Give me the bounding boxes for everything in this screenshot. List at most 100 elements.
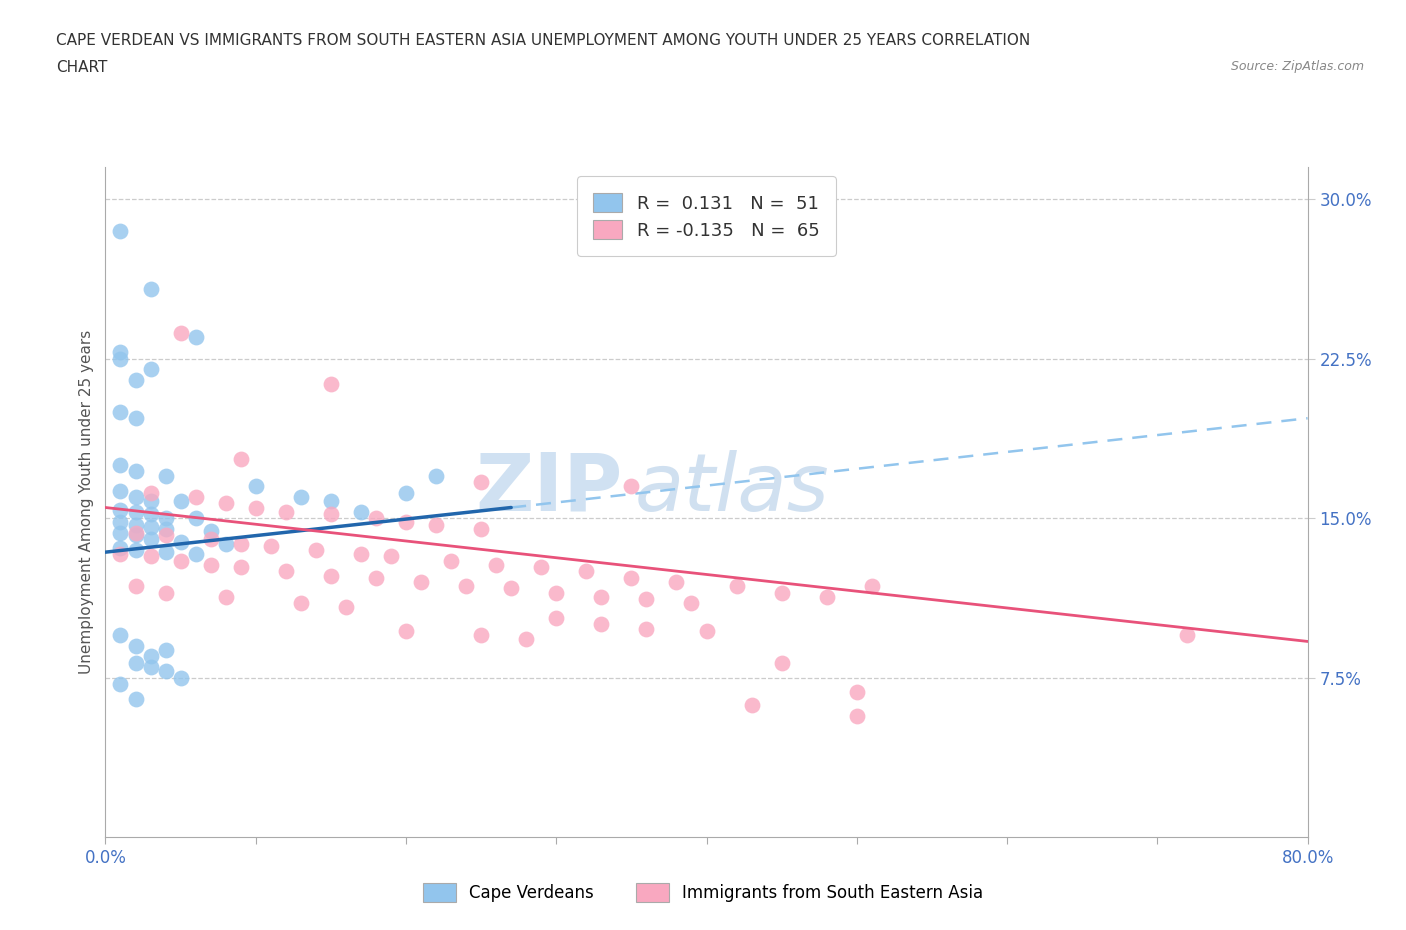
Point [124,656,146,671]
Point [485,557,508,572]
Point [395,515,418,530]
Point [770,585,793,600]
Point [139,281,162,296]
Point [845,709,868,724]
Point [155,527,177,542]
Point [110,224,132,239]
Point [110,458,132,472]
Point [200,532,222,547]
Point [260,538,283,553]
Point [305,542,328,557]
Point [245,479,267,494]
Point [530,560,553,575]
Point [319,494,342,509]
Text: Source: ZipAtlas.com: Source: ZipAtlas.com [1230,60,1364,73]
Point [124,411,146,426]
Point [319,377,342,392]
Point [184,547,207,562]
Point [546,611,568,626]
Point [501,581,523,596]
Point [124,373,146,388]
Point [124,578,146,593]
Point [155,511,177,525]
Point [770,656,793,671]
Point [1175,628,1198,643]
Point [470,522,492,537]
Legend: R =  0.131   N =  51, R = -0.135   N =  65: R = 0.131 N = 51, R = -0.135 N = 65 [578,177,835,256]
Text: CHART: CHART [56,60,108,75]
Point [110,628,132,643]
Point [319,568,342,583]
Point [124,525,146,540]
Point [229,451,252,466]
Point [214,537,236,551]
Point [425,468,447,483]
Point [546,585,568,600]
Point [110,547,132,562]
Point [395,485,418,500]
Point [214,590,236,604]
Point [741,698,763,712]
Point [155,468,177,483]
Point [636,621,658,636]
Point [470,628,492,643]
Point [845,685,868,700]
Point [214,496,236,511]
Point [124,464,146,479]
Point [169,534,191,549]
Point [155,643,177,658]
Point [110,515,132,530]
Point [319,507,342,522]
Point [155,585,177,600]
Point [591,617,613,631]
Point [124,542,146,557]
Point [665,575,688,590]
Point [124,504,146,519]
Point [364,511,387,525]
Y-axis label: Unemployment Among Youth under 25 years: Unemployment Among Youth under 25 years [79,330,94,674]
Point [200,524,222,538]
Point [229,537,252,551]
Point [139,485,162,500]
Point [364,570,387,585]
Point [409,575,432,590]
Point [139,659,162,674]
Point [124,489,146,504]
Point [725,578,748,593]
Point [200,557,222,572]
Point [139,549,162,564]
Point [110,502,132,517]
Point [110,352,132,366]
Point [380,549,402,564]
Point [274,564,297,578]
Text: atlas: atlas [634,450,830,528]
Text: CAPE VERDEAN VS IMMIGRANTS FROM SOUTH EASTERN ASIA UNEMPLOYMENT AMONG YOUTH UNDE: CAPE VERDEAN VS IMMIGRANTS FROM SOUTH EA… [56,33,1031,47]
Point [335,600,357,615]
Point [110,345,132,360]
Point [110,525,132,540]
Legend: Cape Verdeans, Immigrants from South Eastern Asia: Cape Verdeans, Immigrants from South Eas… [416,877,990,909]
Point [155,522,177,537]
Point [860,578,883,593]
Point [110,676,132,691]
Point [124,517,146,532]
Point [124,638,146,653]
Point [815,590,838,604]
Point [229,560,252,575]
Point [290,489,312,504]
Point [184,330,207,345]
Point [184,489,207,504]
Point [169,671,191,685]
Point [110,483,132,498]
Point [440,553,463,568]
Point [350,504,373,519]
Point [139,532,162,547]
Point [139,494,162,509]
Point [139,362,162,377]
Point [274,504,297,519]
Point [591,590,613,604]
Point [290,596,312,611]
Point [124,527,146,542]
Text: ZIP: ZIP [475,450,623,528]
Point [155,664,177,679]
